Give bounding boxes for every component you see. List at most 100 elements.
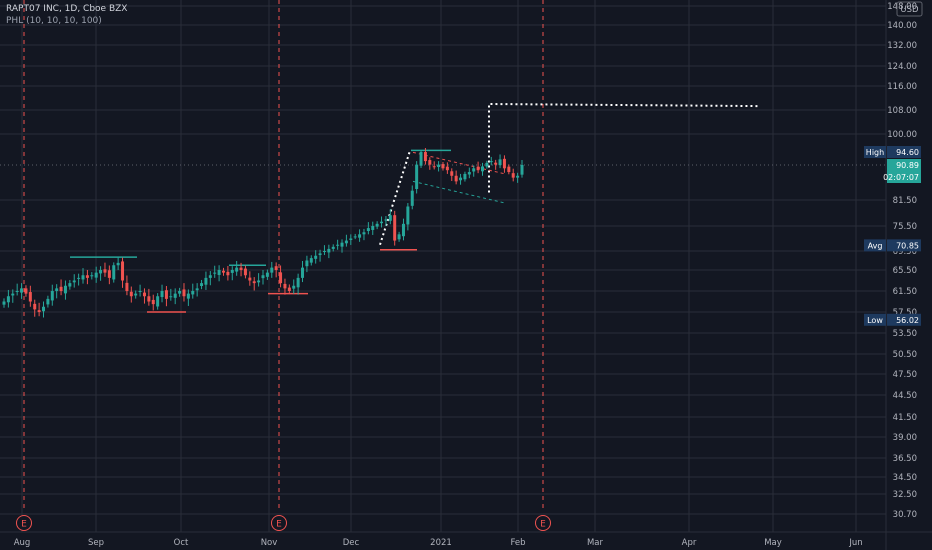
candle-body	[476, 166, 480, 171]
candle	[94, 266, 98, 283]
candle-body	[406, 206, 410, 225]
candle	[226, 265, 230, 281]
candle-body	[42, 306, 46, 312]
time-tick: Oct	[174, 538, 189, 548]
candle	[173, 288, 177, 305]
candlestick-series	[2, 148, 524, 318]
candle-body	[142, 292, 146, 297]
price-tick: 47.50	[893, 370, 917, 380]
candle	[467, 167, 471, 179]
candle-body	[59, 286, 63, 291]
high-label-text: High	[866, 148, 884, 157]
candle-body	[24, 288, 28, 294]
candle-body	[419, 152, 423, 166]
time-tick: Nov	[261, 538, 278, 548]
candle	[99, 266, 103, 281]
candle-body	[134, 293, 138, 296]
price-tick: 75.50	[893, 222, 917, 232]
candle	[235, 260, 239, 276]
earnings-marker: E	[271, 515, 287, 531]
candle	[349, 234, 353, 245]
candle-body	[375, 223, 379, 227]
candle	[388, 209, 392, 225]
candle	[191, 283, 195, 299]
candle-body	[327, 248, 331, 253]
candle	[46, 295, 50, 308]
candle	[296, 273, 300, 295]
candle	[11, 289, 15, 303]
candle	[336, 239, 340, 250]
candle-body	[314, 255, 318, 259]
high-label: High 94.60	[864, 146, 921, 158]
candle-body	[156, 296, 160, 307]
candle	[6, 289, 10, 308]
candle	[164, 286, 168, 307]
candle	[485, 160, 489, 169]
candle	[204, 271, 208, 290]
candle	[59, 279, 63, 296]
candle	[432, 161, 436, 170]
candle-body	[160, 291, 164, 298]
price-tick: 132.00	[887, 41, 917, 51]
candle-body	[72, 280, 76, 283]
candle-body	[226, 271, 230, 276]
candle	[147, 288, 151, 306]
flag-upper-line	[412, 151, 506, 175]
candle-body	[454, 175, 458, 182]
candle-body	[489, 161, 493, 163]
time-tick: 2021	[430, 538, 452, 548]
price-tick: 100.00	[887, 130, 917, 140]
candle	[279, 265, 283, 288]
candle	[200, 279, 204, 290]
candle-body	[50, 291, 54, 301]
candle-body	[432, 166, 436, 168]
candle	[292, 279, 296, 294]
price-tick: 50.50	[893, 350, 917, 360]
candle	[178, 287, 182, 297]
earnings-marker-circle	[16, 515, 32, 531]
candle	[151, 294, 155, 311]
price-tick: 32.50	[893, 490, 917, 500]
bar-countdown: 02:07:07	[883, 173, 919, 182]
candle	[116, 257, 120, 270]
candle	[257, 273, 261, 287]
candle	[20, 283, 24, 299]
candle	[195, 283, 199, 297]
candle-body	[20, 288, 24, 293]
candle	[428, 157, 432, 170]
candle	[169, 288, 173, 301]
symbol-title[interactable]: RAPT07 INC, 1D, Cboe BZX	[6, 4, 128, 14]
candle	[37, 302, 41, 317]
candle	[160, 284, 164, 303]
candle	[472, 165, 476, 177]
candle-body	[494, 162, 498, 165]
indicator-title[interactable]: PHL (10, 10, 10, 100)	[6, 16, 102, 26]
price-tick: 65.50	[893, 266, 917, 276]
candle	[63, 280, 67, 300]
high-label-value-box	[887, 146, 921, 158]
flagpole-line	[379, 150, 411, 246]
time-tick: Dec	[343, 538, 360, 548]
candle-body	[498, 159, 502, 166]
candle	[42, 301, 46, 318]
price-axis[interactable]: 148.00 140.00 132.00 124.00 116.00 108.00 100.…	[885, 0, 923, 550]
candle-body	[423, 152, 427, 162]
candle-body	[450, 171, 454, 176]
candle	[138, 284, 142, 297]
candle	[248, 271, 252, 286]
earnings-marker-circle	[535, 515, 551, 531]
candle-body	[28, 292, 32, 302]
candle-body	[37, 310, 41, 312]
candle	[15, 283, 19, 296]
candle	[516, 172, 520, 183]
price-tick: 81.50	[893, 196, 917, 206]
candle-body	[401, 223, 405, 237]
candle	[221, 267, 225, 276]
price-tick: 44.50	[893, 391, 917, 401]
time-axis[interactable]: Aug Sep Oct Nov Dec 2021 Feb Mar Apr May Jun	[0, 531, 932, 548]
candle	[327, 244, 331, 259]
candle-body	[336, 244, 340, 246]
candle-body	[397, 234, 401, 240]
